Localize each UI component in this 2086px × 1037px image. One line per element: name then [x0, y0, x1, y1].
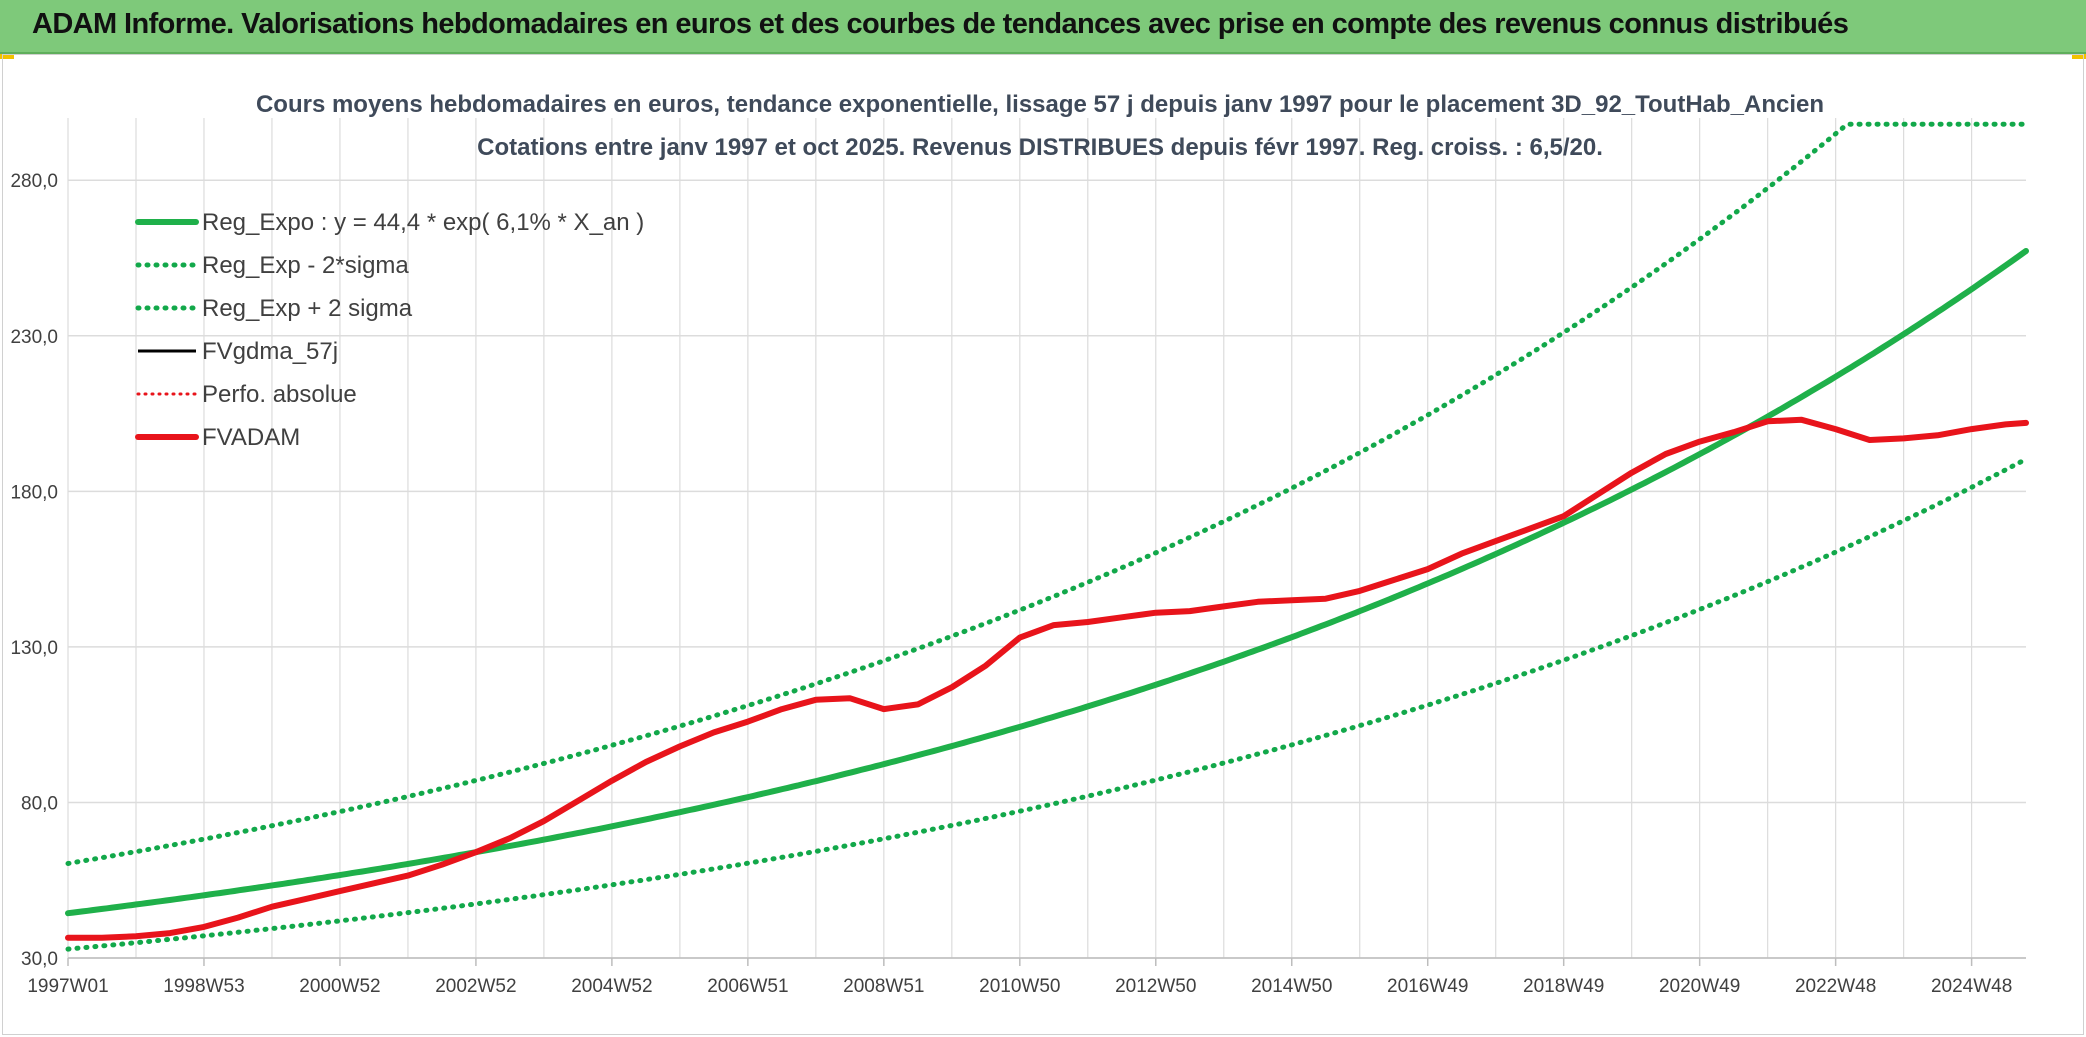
x-tick-label: 2000W52 — [299, 976, 380, 997]
x-tick-label: 2002W52 — [435, 976, 516, 997]
chart-subtitle: Cotations entre janv 1997 et oct 2025. R… — [477, 134, 1603, 161]
series-line-1 — [65, 456, 2029, 952]
legend-label: Reg_Exp - 2*sigma — [202, 252, 409, 279]
x-tick-label: 1998W53 — [163, 976, 244, 997]
x-tick-label: 2024W48 — [1931, 976, 2012, 997]
x-tick-label: 2022W48 — [1795, 976, 1876, 997]
corner-marker-top-left — [0, 54, 14, 59]
series-line-0 — [65, 248, 2029, 917]
legend-label: FVADAM — [202, 424, 300, 451]
legend-label: FVgdma_57j — [202, 338, 338, 365]
series-line-2 — [65, 121, 2029, 866]
grid-layer — [67, 118, 2026, 959]
series-layer — [65, 121, 2029, 952]
chart-area-border — [2, 54, 2084, 1035]
legend-label: Perfo. absolue — [202, 381, 357, 408]
x-tick-label: 2016W49 — [1387, 976, 1468, 997]
x-tick-label: 2014W50 — [1251, 976, 1332, 997]
y-tick-label: 180,0 — [10, 482, 58, 503]
x-tick-label: 2020W49 — [1659, 976, 1740, 997]
x-tick-label: 2012W50 — [1115, 976, 1196, 997]
banner-title: ADAM Informe. Valorisations hebdomadaire… — [32, 8, 1849, 40]
x-tick-label: 2006W51 — [707, 976, 788, 997]
y-tick-label: 30,0 — [21, 949, 58, 970]
chart-title: Cours moyens hebdomadaires en euros, ten… — [256, 91, 1824, 118]
legend: Reg_Expo : y = 44,4 * exp( 6,1% * X_an )… — [135, 209, 644, 451]
report-banner: ADAM Informe. Valorisations hebdomadaire… — [0, 0, 2086, 54]
x-tick-label: 2010W50 — [979, 976, 1060, 997]
legend-label: Reg_Exp + 2 sigma — [202, 295, 413, 322]
corner-marker-top-right — [2072, 54, 2086, 59]
y-tick-label: 280,0 — [10, 171, 58, 192]
y-tick-label: 130,0 — [10, 638, 58, 659]
x-tick-label: 2008W51 — [843, 976, 924, 997]
x-tick-label: 2018W49 — [1523, 976, 1604, 997]
series-line-5 — [65, 416, 2029, 941]
legend-label: Reg_Expo : y = 44,4 * exp( 6,1% * X_an ) — [202, 209, 644, 236]
x-tick-label: 1997W01 — [27, 976, 108, 997]
axis-layer: 30,0 80,0 130,0 180,0 230,0 280,0 1997W01 1998W… — [10, 171, 2026, 997]
y-tick-label: 230,0 — [10, 327, 58, 348]
y-tick-label: 80,0 — [21, 793, 58, 814]
x-tick-label: 2004W52 — [571, 976, 652, 997]
